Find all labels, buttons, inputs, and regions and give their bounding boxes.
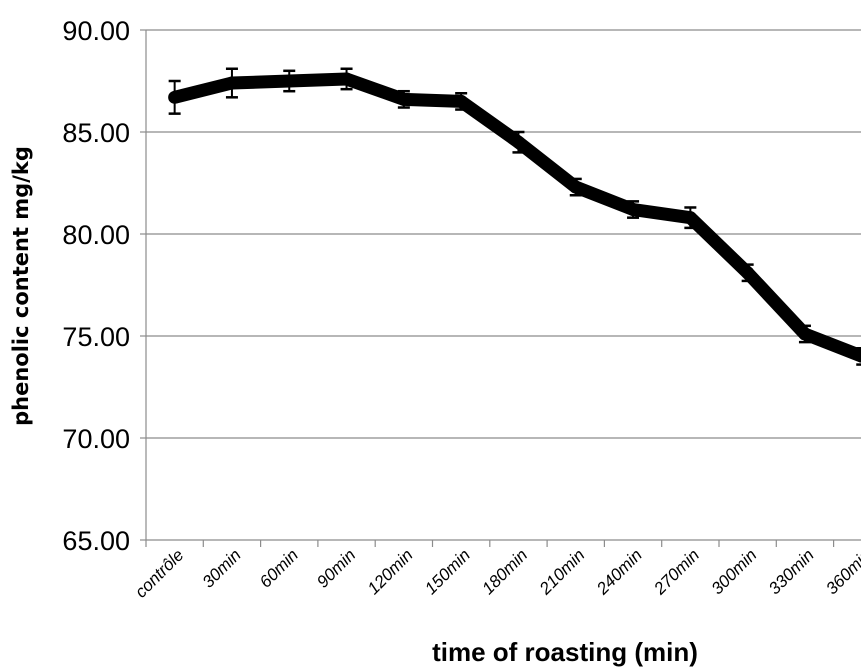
x-tick-label: 210min [535, 545, 589, 599]
data-point [798, 327, 812, 341]
gridlines [146, 29, 861, 439]
x-tick-label: 360min [822, 545, 861, 598]
x-tick-label: 120min [364, 545, 417, 598]
x-tick-label: 240min [592, 545, 646, 599]
x-tick-labels: contrôle 30min 60min 90min 120min 150min 180mi… [131, 545, 861, 601]
data-point [454, 94, 468, 108]
data-point [626, 203, 640, 217]
series-line [173, 72, 861, 363]
data-point [511, 135, 525, 149]
data-point [397, 92, 411, 106]
y-tick-label: 65.00 [62, 526, 130, 556]
x-tick-label: 60min [256, 545, 302, 591]
data-point [855, 350, 861, 363]
data-point [741, 266, 755, 280]
data-point [569, 180, 583, 194]
data-point [683, 211, 697, 225]
x-tick-label: contrôle [131, 545, 187, 601]
y-tick-labels: 65.00 70.00 75.00 80.00 85.00 90.00 [62, 16, 130, 556]
error-bars [168, 67, 861, 366]
data-point [225, 76, 239, 90]
x-tick-label: 150min [421, 545, 474, 598]
x-tick-label: 90min [313, 545, 359, 591]
x-axis-label: time of roasting (min) [432, 637, 698, 667]
axes [140, 29, 861, 547]
series-lines [168, 72, 861, 363]
y-tick-label: 70.00 [62, 424, 130, 454]
data-point [168, 90, 182, 104]
y-tick-label: 85.00 [62, 118, 130, 148]
x-tick-label: 300min [708, 545, 761, 598]
x-tick-label: 180min [478, 545, 531, 598]
data-point [340, 72, 354, 86]
y-tick-label: 90.00 [62, 16, 130, 46]
data-point [282, 74, 296, 88]
y-tick-label: 75.00 [62, 322, 130, 352]
y-tick-label: 80.00 [62, 220, 130, 250]
x-tick-label: 270min [650, 545, 704, 599]
y-axis-label: phenolic content mg/kg [9, 146, 33, 426]
x-tick-label: 30min [199, 545, 245, 591]
x-tick-label: 330min [765, 545, 818, 598]
